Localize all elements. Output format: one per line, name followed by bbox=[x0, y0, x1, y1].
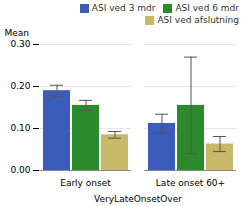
svg-text:0.00: 0.00 bbox=[10, 165, 30, 175]
html-text:ASI ved 6 mdr: ASI ved 6 mdr bbox=[175, 3, 239, 13]
svg-text:0.10: 0.10 bbox=[10, 123, 30, 133]
html-text:ASI ved 3 mdr: ASI ved 3 mdr bbox=[91, 3, 156, 13]
svg-text:Mean: Mean bbox=[5, 28, 30, 38]
svg-text:0.20: 0.20 bbox=[10, 81, 30, 91]
svg-text:Early onset: Early onset bbox=[60, 178, 111, 188]
svg-text:Late onset 60+: Late onset 60+ bbox=[156, 178, 225, 188]
svg-text:0.30: 0.30 bbox=[10, 39, 30, 49]
svg-text:VeryLateOnsetOver: VeryLateOnsetOver bbox=[94, 194, 182, 204]
html-text:ASI ved afslutning: ASI ved afslutning bbox=[157, 15, 239, 25]
